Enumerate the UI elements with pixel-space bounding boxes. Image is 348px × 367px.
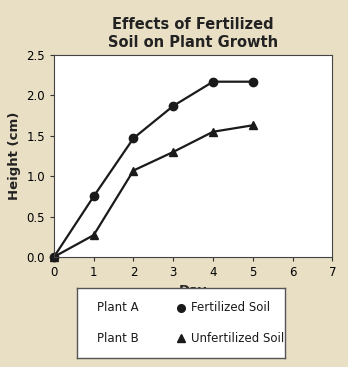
Text: Plant B: Plant B [97,332,139,345]
Y-axis label: Height (cm): Height (cm) [8,112,21,200]
Text: Plant A: Plant A [97,301,139,314]
Text: Fertilized Soil: Fertilized Soil [191,301,270,314]
X-axis label: Day: Day [179,284,207,298]
Text: Unfertilized Soil: Unfertilized Soil [191,332,285,345]
Title: Effects of Fertilized
Soil on Plant Growth: Effects of Fertilized Soil on Plant Grow… [108,17,278,50]
